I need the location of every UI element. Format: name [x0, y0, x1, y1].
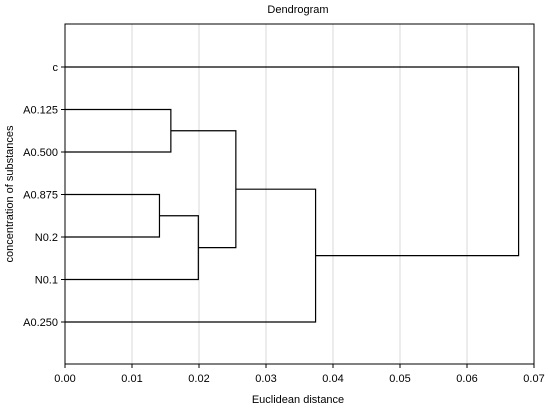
dendrogram-link [170, 130, 237, 249]
dendrogram-link [65, 108, 172, 153]
dendrogram-link [65, 188, 317, 323]
y-axis-label: concentration of substances [4, 125, 16, 262]
dendrogram-links [65, 66, 520, 323]
x-tick-label: 0.05 [389, 373, 410, 385]
chart-title: Dendrogram [267, 4, 328, 16]
leaf-label: A0.500 [23, 147, 58, 159]
x-tick-label: 0.07 [523, 373, 544, 385]
dendrogram-link [65, 66, 520, 257]
dendrogram-link [65, 193, 161, 238]
x-tick-label: 0.03 [255, 373, 276, 385]
leaf-label: A0.125 [23, 105, 58, 117]
grid-lines [131, 24, 468, 364]
leaf-label: c [53, 62, 59, 74]
x-axis-label: Euclidean distance [252, 394, 344, 406]
x-tick-label: 0.01 [121, 373, 142, 385]
x-tick-label: 0.06 [456, 373, 477, 385]
leaf-label: A0.250 [23, 317, 58, 329]
x-tick-label: 0.00 [54, 373, 75, 385]
leaf-label: N0.1 [35, 275, 58, 287]
leaf-label: A0.875 [23, 190, 58, 202]
x-tick-label: 0.04 [322, 373, 343, 385]
leaf-label: N0.2 [35, 232, 58, 244]
y-axis-ticks: c A0.125 A0.500 A0.875 N0.2 N0.1 A0.250 [23, 62, 65, 329]
x-tick-label: 0.02 [188, 373, 209, 385]
x-axis-ticks: 0.00 0.01 0.02 0.03 0.04 0.05 0.06 0.07 [54, 364, 545, 385]
